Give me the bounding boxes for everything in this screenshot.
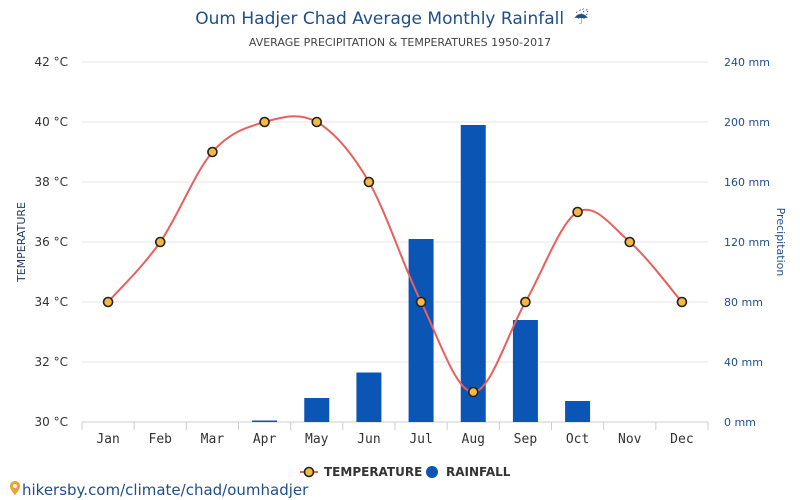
y-tick-label-right: 200 mm <box>724 116 770 129</box>
source-link[interactable]: hikersby.com/climate/chad/oumhadjer <box>10 481 309 499</box>
legend-temperature-marker <box>303 466 315 478</box>
chart-subtitle: AVERAGE PRECIPITATION & TEMPERATURES 195… <box>249 36 551 49</box>
x-tick-label: Apr <box>253 432 277 447</box>
temperature-point[interactable] <box>676 296 688 308</box>
y-tick-label-left: 30 °C <box>35 415 68 429</box>
temperature-series-line <box>107 115 683 394</box>
temperature-point[interactable] <box>415 296 427 308</box>
legend: TEMPERATURE RAINFALL <box>300 465 511 479</box>
rainfall-bar[interactable] <box>356 372 382 423</box>
rainfall-bar[interactable] <box>408 239 434 422</box>
x-tick-label: Nov <box>618 432 642 447</box>
grid <box>81 61 709 430</box>
rainfall-bar[interactable] <box>565 401 591 422</box>
x-tick-label: Dec <box>670 432 693 447</box>
temperature-point[interactable] <box>467 386 479 398</box>
y-tick-label-left: 34 °C <box>35 295 68 309</box>
y-axis-label-right: Precipitation <box>774 208 787 277</box>
x-axis-ticks: Jan Feb Mar Apr May Jun Jul Aug Sep Oct Nov Dec <box>96 432 693 447</box>
temperature-point[interactable] <box>259 116 270 128</box>
temperature-point[interactable] <box>154 236 166 248</box>
chart-title: Oum Hadjer Chad Average Monthly Rainfall… <box>195 8 589 29</box>
x-tick-label: Sep <box>514 432 538 447</box>
rainfall-bars <box>252 125 591 423</box>
y-tick-label-left: 38 °C <box>35 175 68 189</box>
legend-item-rainfall[interactable]: RAINFALL <box>426 465 511 479</box>
legend-item-temperature[interactable]: TEMPERATURE <box>300 465 422 479</box>
temperature-point[interactable] <box>363 176 375 188</box>
temperature-point[interactable] <box>520 296 531 308</box>
rainfall-bar[interactable] <box>512 320 538 422</box>
legend-temperature-label: TEMPERATURE <box>324 465 422 479</box>
left-axis-ticks: 30 °C 32 °C 34 °C 36 °C 38 °C 40 °C 42 °C <box>35 55 68 429</box>
x-tick-label: Mar <box>201 432 225 447</box>
y-tick-label-right: 120 mm <box>724 236 770 249</box>
legend-rainfall-label: RAINFALL <box>446 465 511 479</box>
y-tick-label-left: 36 °C <box>35 235 68 249</box>
map-pin-icon <box>10 481 20 495</box>
y-axis-label-left: TEMPERATURE <box>15 202 28 283</box>
y-tick-label-left: 40 °C <box>35 115 68 129</box>
temperature-point[interactable] <box>624 236 636 248</box>
x-tick-label: Jan <box>96 432 119 447</box>
y-tick-label-left: 42 °C <box>35 55 68 69</box>
rainfall-bar[interactable] <box>304 398 330 422</box>
y-tick-label-right: 80 mm <box>724 296 763 309</box>
temperature-point[interactable] <box>311 116 323 128</box>
y-tick-label-right: 240 mm <box>724 56 770 69</box>
x-tick-label: Aug <box>462 432 485 447</box>
x-tick-label: Oct <box>566 432 589 447</box>
x-tick-label: Feb <box>149 432 173 447</box>
temperature-point[interactable] <box>102 296 114 308</box>
y-tick-label-right: 0 mm <box>724 416 756 429</box>
legend-rainfall-marker <box>426 466 438 478</box>
right-axis-ticks: 0 mm 40 mm 80 mm 120 mm 160 mm 200 mm 240 mm <box>724 56 770 429</box>
y-tick-label-left: 32 °C <box>35 355 68 369</box>
rainfall-bar[interactable] <box>252 420 278 423</box>
temperature-point[interactable] <box>207 146 218 158</box>
x-tick-label: May <box>305 432 329 447</box>
umbrella-rain-icon: ☔ <box>574 8 589 29</box>
temperature-line <box>107 115 683 394</box>
y-tick-label-right: 160 mm <box>724 176 770 189</box>
x-tick-label: Jul <box>409 432 432 447</box>
temperature-point[interactable] <box>572 206 583 218</box>
x-tick-label: Jun <box>357 432 380 447</box>
rainfall-bar[interactable] <box>460 125 486 422</box>
temperature-markers <box>102 116 688 398</box>
source-link-text[interactable]: hikersby.com/climate/chad/oumhadjer <box>22 481 309 499</box>
y-tick-label-right: 40 mm <box>724 356 763 369</box>
